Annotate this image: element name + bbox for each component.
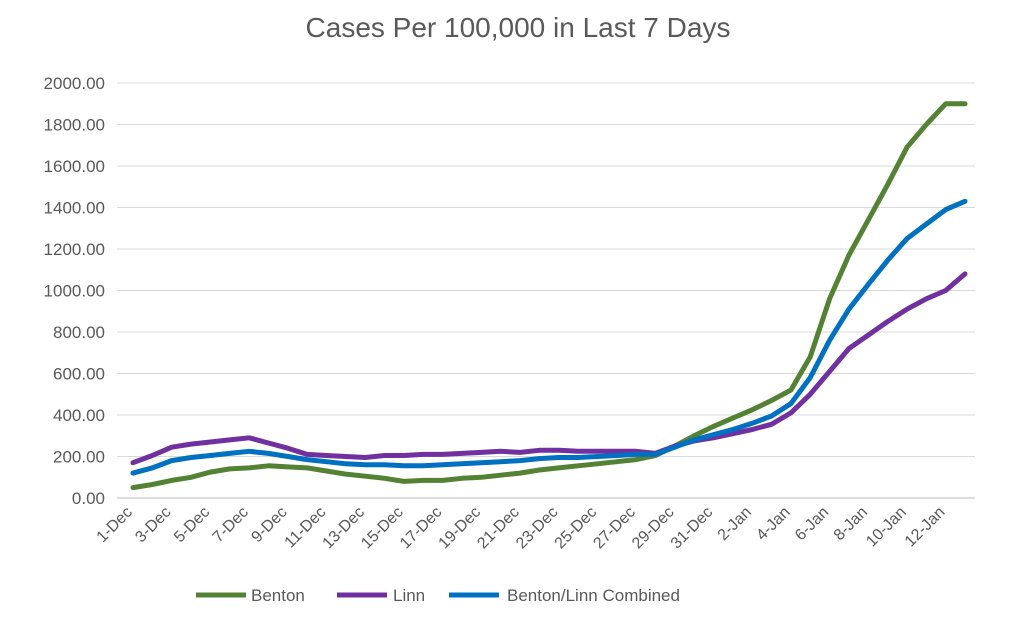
y-axis-ticks: 0.00 200.00 400.00 600.00 800.00 1000.00 1200.…: [44, 74, 105, 508]
x-tick-label: 27-Dec: [590, 504, 638, 552]
x-tick-label: 12-Jan: [902, 504, 949, 551]
series-line-benton: [130, 101, 968, 491]
y-tick-label: 400.00: [53, 406, 105, 425]
y-tick-label: 2000.00: [44, 74, 105, 93]
legend-label: Benton/Linn Combined: [507, 586, 680, 605]
y-tick-label: 800.00: [53, 323, 105, 342]
y-tick-label: 1000.00: [44, 282, 105, 301]
y-tick-label: 600.00: [53, 365, 105, 384]
x-tick-label: 17-Dec: [397, 504, 445, 552]
y-tick-label: 200.00: [53, 448, 105, 467]
x-tick-label: 29-Dec: [629, 504, 677, 552]
series-line-benton-linn-combined: [130, 198, 968, 476]
series-lines: [130, 101, 968, 491]
series-line-linn: [130, 271, 968, 466]
x-tick-label: 7-Dec: [210, 504, 252, 546]
x-axis-ticks: 1-Dec3-Dec5-Dec7-Dec9-Dec11-Dec13-Dec15-…: [94, 504, 949, 552]
y-tick-label: 1800.00: [44, 116, 105, 135]
legend-item-linn: Linn: [337, 586, 425, 605]
y-tick-label: 0.00: [72, 489, 105, 508]
y-tick-label: 1600.00: [44, 157, 105, 176]
legend-label: Benton: [251, 586, 305, 605]
x-tick-label: 5-Dec: [171, 504, 213, 546]
legend-label: Linn: [393, 586, 425, 605]
x-tick-label: 19-Dec: [436, 504, 484, 552]
x-tick-label: 2-Jan: [715, 504, 755, 544]
x-tick-label: 31-Dec: [668, 504, 716, 552]
x-tick-label: 3-Dec: [132, 504, 174, 546]
x-tick-label: 6-Jan: [792, 504, 832, 544]
x-tick-label: 15-Dec: [358, 504, 406, 552]
x-tick-label: 23-Dec: [513, 504, 561, 552]
legend: Benton Linn Benton/Linn Combined: [196, 586, 680, 605]
y-tick-label: 1200.00: [44, 240, 105, 259]
x-tick-label: 25-Dec: [552, 504, 600, 552]
x-tick-label: 10-Jan: [863, 504, 910, 551]
x-tick-label: 13-Dec: [320, 504, 368, 552]
legend-item-benton-linn-combined: Benton/Linn Combined: [449, 586, 680, 605]
x-tick-label: 21-Dec: [474, 504, 522, 552]
x-tick-label: 1-Dec: [94, 504, 136, 546]
chart-title: Cases Per 100,000 in Last 7 Days: [305, 12, 731, 43]
legend-item-benton: Benton: [196, 586, 305, 605]
x-tick-label: 4-Jan: [753, 504, 793, 544]
y-tick-label: 1400.00: [44, 199, 105, 218]
